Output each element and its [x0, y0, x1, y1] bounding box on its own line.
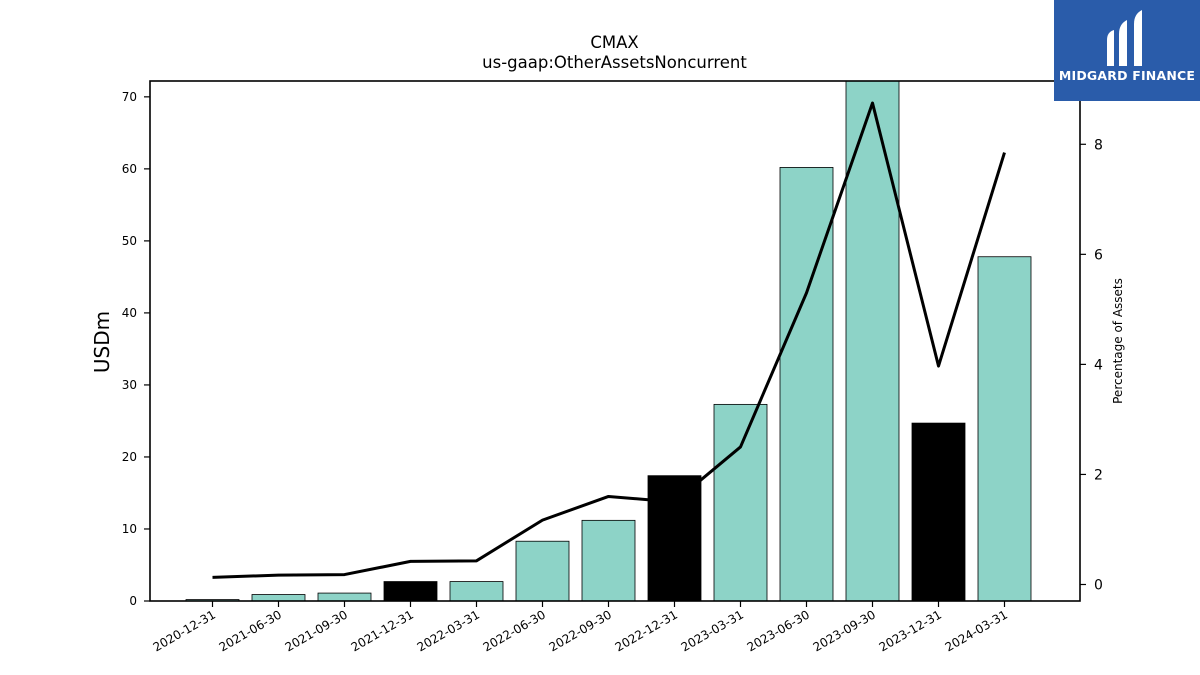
x-tick-label: 2020-12-31 [151, 607, 218, 654]
y-tick-label: 0 [129, 594, 137, 608]
bar-2021-09-30 [317, 592, 372, 602]
bar-2022-06-30 [515, 540, 570, 602]
y-tick-label: 70 [122, 90, 137, 104]
bar-2023-03-31 [713, 403, 768, 602]
bar-2023-12-31 [911, 422, 966, 602]
y2-axis-label: Percentage of Assets [1111, 278, 1125, 404]
logo-text: MIDGARD FINANCE [1058, 68, 1196, 83]
y2-tick-label: 4 [1094, 357, 1103, 373]
x-tick-label: 2022-06-30 [481, 607, 548, 654]
x-tick-label: 2023-12-31 [877, 607, 944, 654]
y2-tick-label: 2 [1094, 467, 1103, 483]
bar-2023-06-30 [779, 167, 834, 602]
y-tick-label: 40 [122, 306, 137, 320]
bar-2024-03-31 [977, 256, 1032, 602]
y-tick-label: 20 [122, 450, 137, 464]
y-tick-label: 10 [122, 522, 137, 536]
bar-2021-06-30 [251, 594, 306, 602]
x-tick-label: 2022-09-30 [547, 607, 614, 654]
chart-subtitle: us-gaap:OtherAssetsNoncurrent [482, 53, 747, 72]
x-tick-label: 2021-09-30 [283, 607, 350, 654]
plot-area: 0 10 20 30 40 50 60 70 0 2 4 6 8 2020-12-312021-06-30… [122, 80, 1103, 654]
logo-mark-icon [1107, 10, 1142, 66]
y-tick-label: 60 [122, 162, 137, 176]
y-axis-label: USDm [90, 311, 114, 373]
y-tick-label: 30 [122, 378, 137, 392]
percentage-line [212, 101, 1006, 579]
x-tick-label: 2023-03-31 [679, 607, 746, 654]
x-tick-label: 2022-03-31 [415, 607, 482, 654]
chart-title: CMAX [590, 33, 638, 52]
brand-logo: MIDGARD FINANCE [1054, 0, 1200, 101]
x-tick-label: 2023-09-30 [811, 607, 878, 654]
plot-frame [149, 80, 1081, 602]
x-tick-label: 2021-06-30 [217, 607, 284, 654]
x-tick-label: 2021-12-31 [349, 607, 416, 654]
x-tick-label: 2023-06-30 [745, 607, 812, 654]
y2-tick-label: 6 [1094, 247, 1103, 263]
y-tick-label: 50 [122, 234, 137, 248]
bar-2022-03-31 [449, 581, 504, 602]
bar-2021-12-31 [383, 581, 438, 602]
bar-2022-12-31 [647, 475, 702, 602]
y2-tick-label: 8 [1094, 137, 1103, 153]
x-tick-label: 2024-03-31 [943, 607, 1010, 654]
x-tick-label: 2022-12-31 [613, 607, 680, 654]
y2-tick-label: 0 [1094, 577, 1103, 593]
bar-2022-09-30 [581, 519, 636, 602]
